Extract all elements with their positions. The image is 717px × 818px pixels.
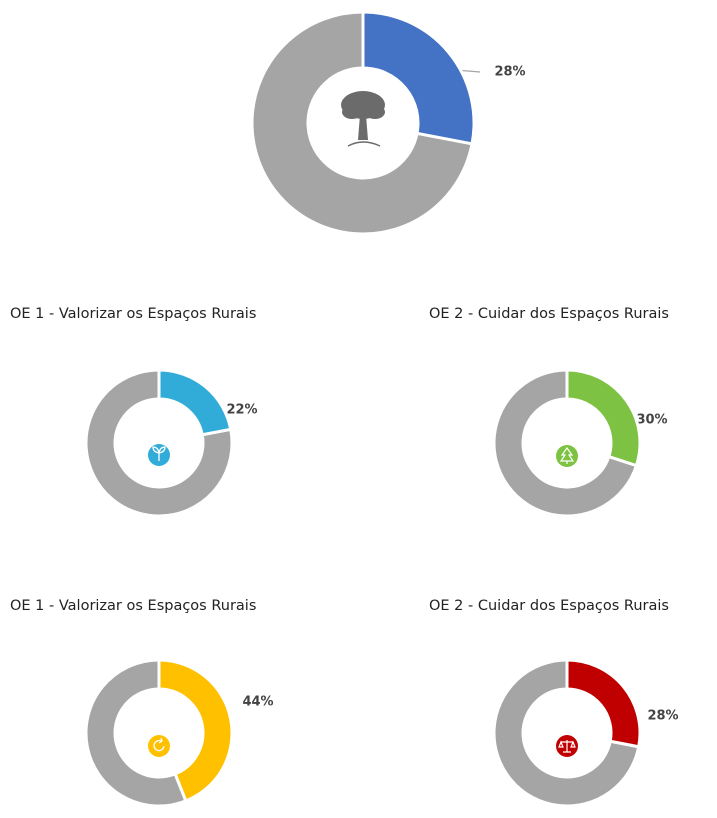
icons [148, 91, 578, 757]
donut-segment [84, 368, 234, 518]
value-label: 30% [636, 413, 667, 428]
donut-segment [565, 658, 642, 749]
chart-title: OE 2 - Cuidar dos Espaços Rurais [429, 306, 669, 322]
donut-segment [84, 658, 188, 808]
value-label: 22% [226, 403, 257, 418]
pine-icon [556, 445, 578, 467]
sprout-icon [148, 444, 170, 466]
donut-segment [565, 368, 642, 468]
scale-icon [556, 735, 578, 757]
donut-segment [157, 368, 233, 437]
donut-segment [361, 10, 476, 146]
value-label: 44% [242, 695, 273, 710]
donut-segment [492, 658, 641, 808]
chart-title: OE 2 - Cuidar dos Espaços Rurais [429, 598, 669, 614]
value-label: 28% [647, 709, 678, 724]
donut-segment [250, 10, 474, 236]
value-label: 28% [494, 65, 525, 80]
chart-title: OE 1 - Valorizar os Espaços Rurais [10, 598, 256, 614]
donut-segment [492, 368, 639, 518]
chart-title: OE 1 - Valorizar os Espaços Rurais [10, 306, 256, 322]
cycle-icon [148, 735, 170, 757]
donut-segment [157, 658, 234, 803]
tree-icon [341, 91, 385, 147]
